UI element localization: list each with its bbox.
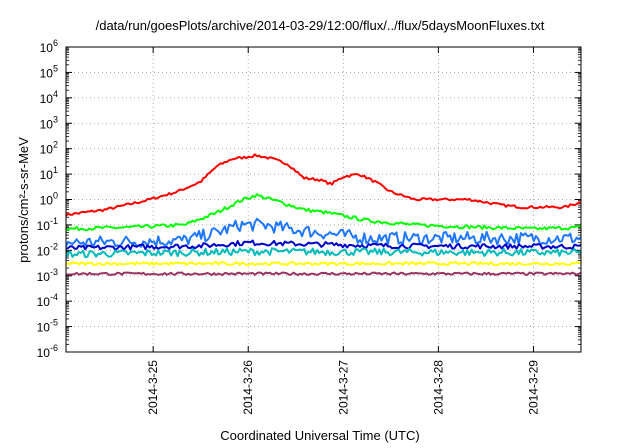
y-tick-label: 105: [40, 63, 58, 80]
y-tick-label: 100: [40, 191, 58, 208]
series-line-3: [66, 239, 581, 251]
y-tick-label: 10-1: [37, 216, 58, 233]
series-line-6: [66, 271, 581, 276]
y-axis-label: protons/cm²-s-sr-MeV: [16, 137, 31, 263]
series-line-2: [66, 217, 581, 248]
x-tick-label: 2014-3-29: [526, 360, 540, 415]
x-tick-label: 2014-3-28: [431, 360, 445, 415]
y-tick-label: 103: [40, 114, 58, 131]
y-tick-label: 10-5: [37, 318, 58, 335]
x-tick-label: 2014-3-27: [336, 360, 350, 415]
y-tick-label: 10-6: [37, 343, 58, 360]
x-tick-label: 2014-3-25: [146, 360, 160, 415]
series-line-4: [66, 247, 581, 259]
y-tick-label: 106: [40, 38, 58, 55]
series-line-1: [66, 193, 581, 232]
y-tick-label: 10-4: [37, 292, 58, 309]
x-tick-label: 2014-3-26: [241, 360, 255, 415]
x-axis-label: Coordinated Universal Time (UTC): [220, 428, 420, 443]
y-tick-label: 10-2: [37, 241, 58, 258]
series-line-0: [66, 153, 581, 217]
y-tick-label: 102: [40, 140, 58, 157]
plot-frame: [65, 46, 582, 353]
y-tick-label: 101: [40, 165, 58, 182]
chart-title: /data/run/goesPlots/archive/2014-03-29/1…: [95, 18, 545, 33]
y-tick-label: 104: [40, 89, 58, 106]
series-line-5: [66, 261, 581, 267]
y-tick-label: 10-3: [37, 267, 58, 284]
